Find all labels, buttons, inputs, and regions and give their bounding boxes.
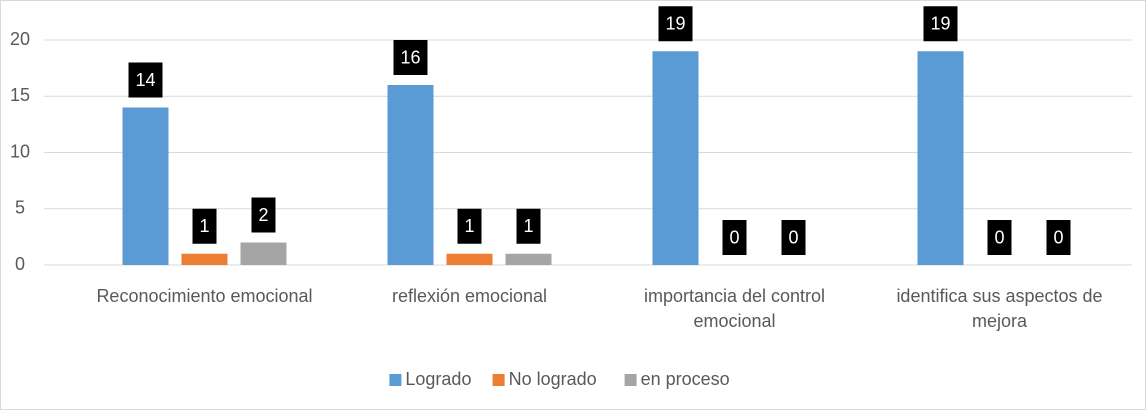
data-label-box	[192, 208, 217, 244]
data-label-box	[722, 220, 747, 255]
bar	[387, 85, 434, 265]
data-label: 16	[400, 47, 420, 67]
legend-swatch	[624, 374, 637, 386]
bar	[652, 51, 699, 265]
data-label: 1	[199, 216, 209, 236]
y-tick-label: 0	[15, 254, 25, 274]
legend-swatch	[492, 374, 505, 386]
y-tick-label: 15	[10, 85, 30, 105]
data-label-box	[128, 62, 163, 98]
data-label-box	[457, 208, 482, 244]
data-label-box	[781, 220, 806, 255]
bar	[181, 253, 228, 265]
legend-label: en proceso	[641, 369, 730, 389]
bar	[446, 253, 493, 265]
data-label-box	[658, 6, 693, 42]
data-label-box	[923, 6, 958, 42]
bar	[240, 242, 287, 265]
x-tick-label: identifica sus aspectos de mejora	[896, 286, 1103, 331]
bar	[917, 51, 964, 265]
x-tick-label: reflexión emocional	[391, 286, 548, 306]
data-label-box	[987, 220, 1012, 255]
legend-label: No logrado	[509, 369, 597, 389]
legend-swatch	[389, 374, 402, 386]
data-label-box	[251, 197, 276, 233]
x-tick-label: Reconocimiento emocional	[96, 286, 313, 306]
data-label: 19	[665, 14, 685, 34]
data-label: 0	[994, 227, 1004, 247]
data-label-box	[1046, 220, 1071, 255]
data-label-box	[393, 40, 428, 75]
data-label-box	[516, 208, 541, 244]
bar	[505, 253, 552, 265]
bar	[122, 107, 169, 265]
data-label: 19	[930, 14, 950, 34]
data-label: 2	[258, 205, 268, 225]
data-label: 0	[788, 227, 798, 247]
data-label: 1	[523, 216, 533, 236]
data-label: 0	[729, 227, 739, 247]
y-tick-label: 10	[10, 141, 30, 161]
legend-label: Logrado	[405, 369, 471, 389]
data-label: 0	[1053, 227, 1063, 247]
x-tick-label: importancia del control emocional	[643, 286, 826, 331]
y-tick-label: 5	[15, 198, 25, 218]
data-label: 14	[135, 70, 155, 90]
data-label: 1	[464, 216, 474, 236]
y-tick-label: 20	[10, 29, 30, 49]
